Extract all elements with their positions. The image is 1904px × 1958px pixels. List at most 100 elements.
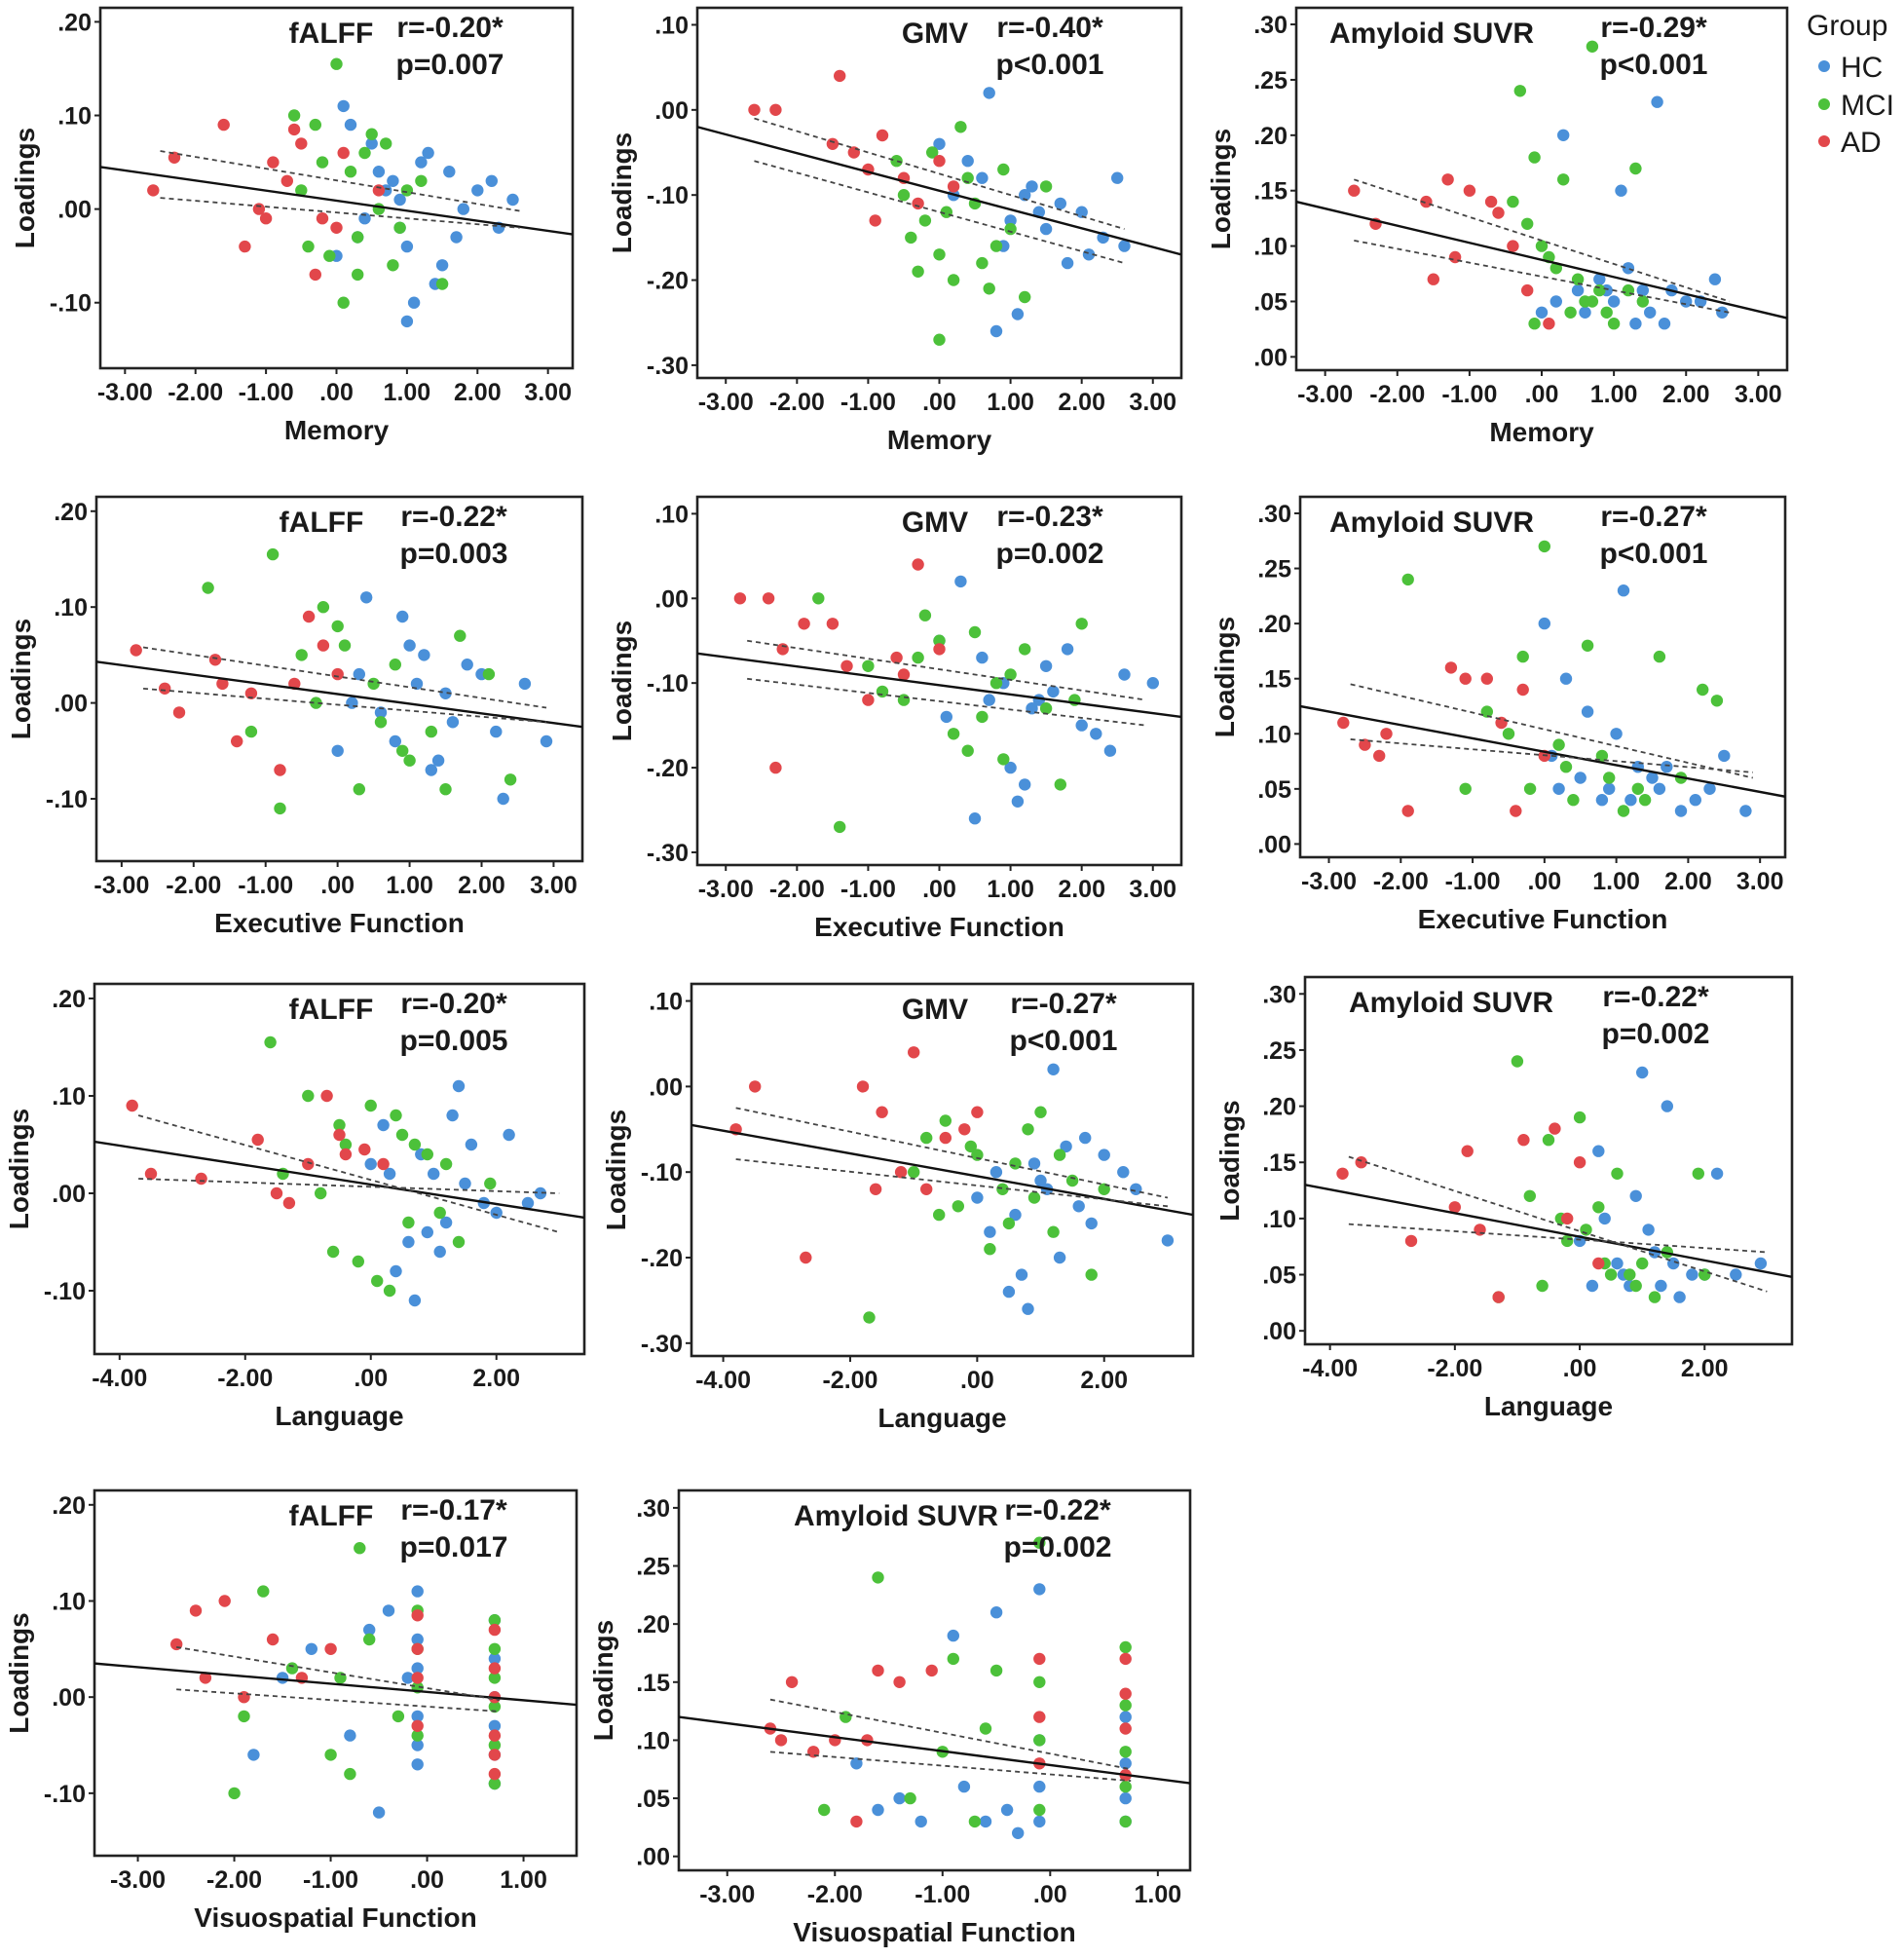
point-hc [1161,1234,1175,1247]
x-tick-label: 2.00 [1681,1355,1729,1382]
point-mci [363,1633,376,1646]
point-ad [372,184,386,197]
y-tick-label: .20 [1262,1094,1296,1121]
legend-marker-hc [1818,60,1830,72]
point-hc [1072,1200,1085,1213]
legend-marker-ad [1818,135,1830,147]
y-tick-label: -.10 [647,182,689,209]
plot-area [96,547,582,815]
point-hc [1047,1063,1060,1076]
point-mci [1552,738,1565,751]
point-hc [1026,180,1038,193]
point-mci [1631,782,1645,795]
fit-line [697,126,1181,256]
point-hc [418,649,430,661]
point-hc [364,1157,377,1171]
y-tick-label: .10 [649,989,683,1016]
point-hc [247,1749,260,1761]
point-ad [971,1106,984,1118]
ci-upper-line [754,117,1125,230]
point-hc [1571,283,1585,297]
point-mci [354,1542,366,1555]
y-tick-label: -.30 [647,353,689,380]
point-ad [287,123,301,136]
point-hc [450,231,463,244]
point-ad [1543,318,1555,330]
ci-lower-line [769,1751,1132,1783]
point-mci [1648,1291,1661,1303]
point-hc [1557,129,1570,141]
y-tick-label: -.10 [647,670,689,697]
plot-frame [1303,975,1794,1346]
x-tick-label: 2.00 [1664,868,1712,895]
legend-label-hc: HC [1841,52,1883,84]
point-ad [925,1664,938,1677]
point-hc [1607,295,1621,308]
point-ad [1461,1145,1474,1157]
point-ad [1119,1652,1132,1666]
x-axis-label: Language [877,1403,1006,1433]
point-mci [1085,1268,1098,1281]
point-ad [826,618,840,630]
y-tick-label: .00 [57,197,92,224]
x-tick-label: -3.00 [110,1866,166,1894]
p-value: p<0.001 [1600,49,1708,81]
x-tick-label: .00 [320,872,355,899]
point-ad [1373,749,1386,763]
point-ad [267,156,280,169]
point-hc [1009,1208,1022,1222]
point-hc [410,677,424,691]
point-mci [1521,217,1534,230]
point-ad [1510,805,1522,817]
point-hc [971,1191,984,1204]
point-hc [1703,782,1716,795]
point-mci [1019,643,1031,656]
point-mci [862,659,875,672]
plot-frame [94,495,584,863]
plot-area [1305,1055,1792,1303]
point-hc [363,1623,376,1637]
point-ad [862,694,875,706]
y-tick-label: .15 [1257,666,1291,694]
point-ad [208,654,222,666]
point-hc [976,651,989,664]
point-hc [1617,584,1630,597]
point-mci [1119,1640,1132,1654]
point-hc [1111,171,1124,184]
point-mci [488,1614,502,1627]
x-tick-label: 1.00 [987,389,1034,416]
point-hc [1146,677,1160,690]
point-mci [918,214,932,227]
point-mci [266,547,280,561]
point-ad [331,667,344,681]
point-mci [1119,1815,1132,1828]
y-tick-label: .10 [52,1083,86,1111]
ci-lower-line [142,687,547,724]
panel-11: -3.00 -2.00 -1.00 .00 1.00 .00 .05 .10 .15 .20 .25… [588,1488,1192,1947]
point-hc [1085,1217,1098,1230]
y-tick-label: .20 [1257,611,1291,638]
panel-title: GMV [902,18,968,50]
point-mci [989,1664,1003,1677]
p-value: p=0.002 [1602,1018,1710,1050]
x-axis-label: Language [1484,1391,1613,1421]
point-mci [1039,180,1053,193]
ci-lower-line [754,160,1125,264]
ci-upper-line [1350,683,1754,779]
point-ad [231,734,243,748]
point-hc [1549,295,1563,308]
x-tick-label: 3.00 [530,872,578,899]
y-axis-label: Loadings [10,128,40,248]
x-tick-label: -3.00 [698,876,754,903]
point-mci [383,1284,396,1298]
point-hc [1538,617,1551,630]
point-hc [1118,240,1131,252]
x-tick-label: .00 [1525,381,1559,408]
point-hc [497,792,509,806]
point-mci [415,174,428,187]
point-hc [1653,782,1666,795]
point-ad [890,651,903,664]
point-mci [395,1128,409,1142]
point-ad [920,1183,933,1196]
point-mci [330,57,343,70]
